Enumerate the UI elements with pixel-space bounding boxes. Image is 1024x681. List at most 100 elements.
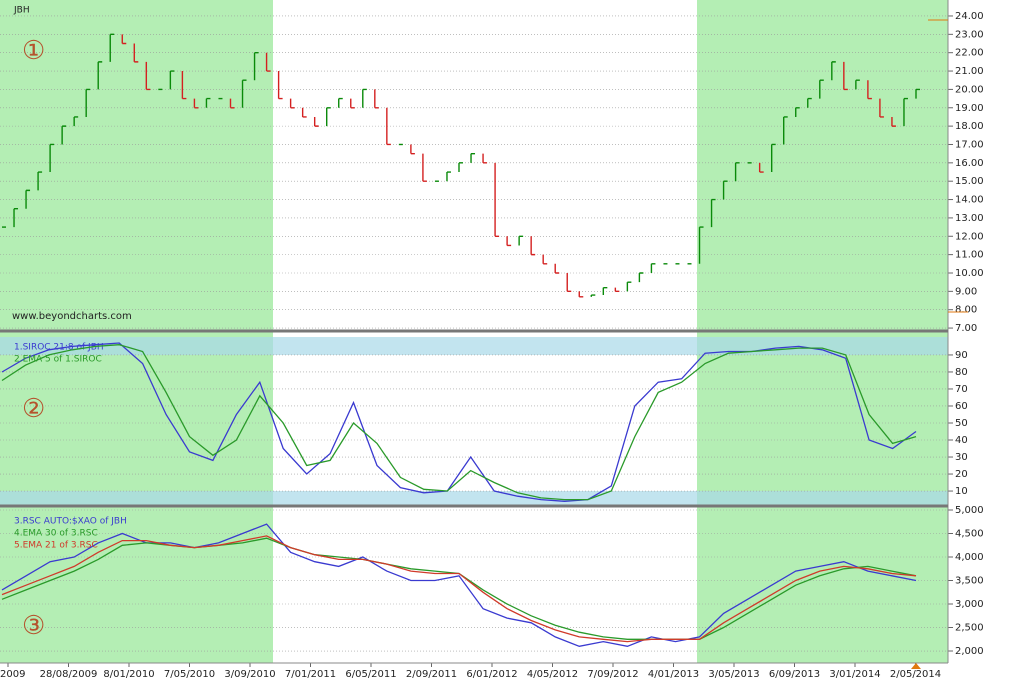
price-bar xyxy=(903,97,908,127)
y-tick-label: 40 xyxy=(955,435,968,446)
y-tick-label: 10.00 xyxy=(955,268,984,279)
series-line xyxy=(1,535,917,643)
price-bar xyxy=(518,235,524,246)
price-bar xyxy=(121,34,127,45)
price-bar xyxy=(602,286,608,296)
price-bar xyxy=(289,98,295,109)
price-bar xyxy=(350,98,355,109)
price-bar xyxy=(362,88,367,108)
price-bar xyxy=(807,97,812,108)
x-tick-label: 7/01/2011 xyxy=(285,669,336,680)
y-tick-label: 4,000 xyxy=(955,552,984,563)
price-bar xyxy=(301,107,307,118)
price-bar xyxy=(73,116,79,127)
y-tick-label: 20 xyxy=(955,469,968,480)
price-bar xyxy=(614,287,620,293)
y-tick-label: 4,500 xyxy=(955,529,984,540)
legend-entry: 2.EMA 5 of 1.SIROC xyxy=(14,355,102,365)
price-bar xyxy=(265,52,271,72)
y-tick-label: 21.00 xyxy=(955,66,984,77)
price-bar xyxy=(819,79,824,99)
price-bar xyxy=(277,71,283,100)
legend-entry: 3.RSC AUTO:$XAO of JBH xyxy=(14,517,127,527)
y-tick-label: 11.00 xyxy=(955,250,984,261)
legend-entry: 5.EMA 21 of 3.RSC xyxy=(14,541,98,551)
price-bar xyxy=(338,97,343,108)
panel-number: ① xyxy=(22,36,45,66)
y-tick-label: 7.00 xyxy=(955,323,977,334)
y-tick-label: 5,000 xyxy=(955,505,984,516)
price-bar xyxy=(386,107,391,146)
panel-number: ② xyxy=(22,394,45,424)
price-bar xyxy=(867,80,872,100)
x-tick-label: 2/05/2014 xyxy=(890,669,941,680)
y-tick-label: 15.00 xyxy=(955,176,984,187)
price-bar xyxy=(313,116,319,127)
price-bar xyxy=(61,125,67,145)
series-line xyxy=(1,342,917,502)
price-bar xyxy=(25,189,31,209)
x-tick-label: 4/05/2012 xyxy=(527,669,578,680)
y-tick-label: 60 xyxy=(955,401,968,412)
x-tick-label: 6/05/2011 xyxy=(345,669,396,680)
price-bar xyxy=(205,97,211,108)
x-tick-label: 6/01/2012 xyxy=(466,669,517,680)
price-bar xyxy=(470,152,476,163)
x-tick-label: 6/09/2013 xyxy=(769,669,820,680)
price-bar xyxy=(783,116,788,145)
y-tick-label: 50 xyxy=(955,418,968,429)
x-tick-label: 8/01/2010 xyxy=(103,669,154,680)
y-tick-label: 90 xyxy=(955,350,968,361)
price-bar xyxy=(229,98,235,109)
y-tick-label: 16.00 xyxy=(955,158,984,169)
price-bar xyxy=(578,291,584,298)
price-bar xyxy=(193,98,199,109)
price-bar xyxy=(843,61,848,91)
price-bar xyxy=(422,153,427,182)
price-bar xyxy=(133,43,139,63)
price-bar xyxy=(554,263,560,274)
price-bar xyxy=(241,79,247,108)
price-bar xyxy=(770,143,776,173)
price-bar xyxy=(590,294,596,297)
price-bar xyxy=(698,226,704,264)
upper-band xyxy=(0,337,948,355)
price-bar xyxy=(494,162,500,237)
x-tick-label: 28/08/2009 xyxy=(40,669,98,680)
price-bar xyxy=(253,51,259,81)
price-bar xyxy=(482,153,488,164)
lower-band xyxy=(0,491,948,505)
price-bar xyxy=(638,272,644,283)
price-bar xyxy=(734,162,740,182)
price-bar xyxy=(410,144,415,155)
price-bar xyxy=(542,254,548,265)
price-bar xyxy=(566,272,572,293)
y-tick-label: 3,500 xyxy=(955,576,984,587)
y-tick-label: 3,000 xyxy=(955,599,984,610)
y-tick-label: 19.00 xyxy=(955,103,984,114)
y-tick-label: 20.00 xyxy=(955,84,984,95)
price-bar xyxy=(13,208,19,228)
price-bar xyxy=(85,88,91,117)
price-bar xyxy=(97,61,103,90)
price-bar xyxy=(49,143,55,173)
price-bar xyxy=(181,71,187,100)
watermark: www.beyondcharts.com xyxy=(12,311,132,322)
ticker: JBH xyxy=(13,6,30,16)
panel-number: ③ xyxy=(22,611,45,641)
price-bar xyxy=(530,236,536,256)
series-line xyxy=(1,344,917,501)
y-tick-label: 23.00 xyxy=(955,29,984,40)
price-bar xyxy=(879,98,884,118)
price-bar xyxy=(374,89,379,109)
x-tick-label: 2/09/2011 xyxy=(406,669,457,680)
price-bar xyxy=(855,79,860,90)
plot-layer: 7.00 8.00 9.00 10.00 11.00 12.00 13.00 14.00 15.… xyxy=(0,11,984,680)
y-tick-label: 22.00 xyxy=(955,48,984,59)
price-bar xyxy=(831,61,836,81)
y-tick-label: 24.00 xyxy=(955,11,984,22)
y-tick-label: 80 xyxy=(955,367,968,378)
price-bar xyxy=(145,61,151,91)
price-bar xyxy=(891,116,896,127)
x-tick-label: 3/09/2010 xyxy=(224,669,275,680)
